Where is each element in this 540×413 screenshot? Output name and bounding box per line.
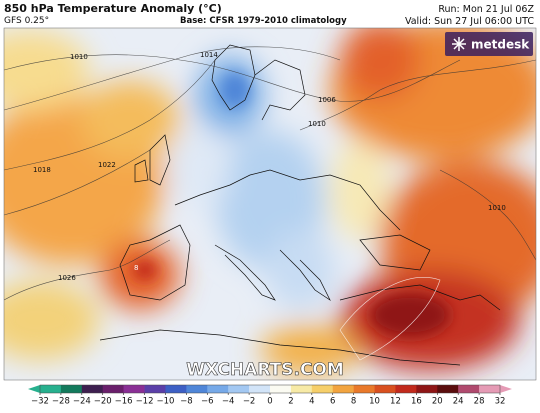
colorbar-segment <box>60 385 83 393</box>
isobars <box>4 46 536 361</box>
colorbar-tick-label: −4 <box>222 397 235 407</box>
colorbar-tick-label: −8 <box>180 397 193 407</box>
colorbar-segment <box>144 385 166 393</box>
colorbar-segment <box>207 385 229 393</box>
isobar-label: 1010 <box>308 120 326 128</box>
colorbar-tick-label: −24 <box>73 397 91 407</box>
coastlines <box>99 44 501 366</box>
isobar-label: 1014 <box>200 51 218 59</box>
colorbar-tick-label: −16 <box>115 397 133 407</box>
colorbar-segment <box>270 385 292 393</box>
run: Run: Mon 21 Jul 06Z <box>438 4 534 15</box>
colorbar-tick-label: −12 <box>136 397 154 407</box>
colorbar-segment <box>311 385 334 393</box>
colorbar-tick-label: 24 <box>453 397 464 407</box>
colorbar-tick-label: −6 <box>201 397 214 407</box>
colorbar-segment <box>249 385 271 393</box>
model: GFS 0.25° <box>4 16 50 26</box>
isobar-label: 1010 <box>70 53 88 61</box>
colorbar-segment <box>353 385 375 393</box>
isobar-label: 1006 <box>318 96 336 104</box>
colorbar-tick-label: 8 <box>351 397 356 407</box>
colorbar-tick-label: 32 <box>495 397 506 407</box>
colorbar-tick-label: −2 <box>243 397 256 407</box>
colorbar-tick-label: 12 <box>390 397 401 407</box>
colorbar-tick-label: 4 <box>309 397 314 407</box>
colorbar-tick-label: 16 <box>411 397 422 407</box>
colorbar-segment <box>186 385 208 393</box>
colorbar-segment <box>479 385 501 393</box>
colorbar-tick-label: 10 <box>369 397 380 407</box>
base: Base: CFSR 1979-2010 climatology <box>180 16 347 26</box>
colorbar-tick-label: −20 <box>94 397 112 407</box>
colorbar-tick-label: −28 <box>52 397 70 407</box>
colorbar-segment <box>228 385 250 393</box>
colorbar-segment <box>102 385 124 393</box>
colorbar-tick-label: −10 <box>156 397 174 407</box>
colorbar: −32 −28 −24 −20 −16 −12 −10 −8 −6 −4 −2 0 2 4 6 8 10 12 16… <box>28 384 512 407</box>
watermark: WXCHARTS.COM <box>186 360 344 380</box>
colorbar-segment <box>81 385 104 393</box>
title: 850 hPa Temperature Anomaly (°C) <box>4 2 222 15</box>
colorbar-segment <box>332 385 354 393</box>
colorbar-tick-label: 2 <box>288 397 293 407</box>
colorbar-tick-label: 6 <box>330 397 335 407</box>
isobar-label: 1026 <box>58 274 76 282</box>
colorbar-arrow <box>500 385 512 393</box>
colorbar-tick-label: 0 <box>267 397 272 407</box>
logo: metdesk <box>445 32 533 56</box>
isobar-label: 1010 <box>488 204 506 212</box>
anomaly-field: 1010 1014 1018 1022 1026 1006 1010 1010 … <box>4 28 536 380</box>
colorbar-segment <box>458 385 480 393</box>
colorbar-tick-label: 28 <box>474 397 485 407</box>
colorbar-arrow <box>28 385 40 393</box>
isobar-label: 1022 <box>98 161 116 169</box>
colorbar-segment <box>374 385 396 393</box>
valid: Valid: Sun 27 Jul 06:00 UTC <box>404 16 534 27</box>
colorbar-tick-label: −32 <box>31 397 49 407</box>
colorbar-segment <box>40 385 62 393</box>
logo-text: metdesk <box>471 38 530 52</box>
colorbar-segment <box>123 385 145 393</box>
colorbar-tick-label: 20 <box>432 397 443 407</box>
colorbar-segment <box>437 385 459 393</box>
isobar-label: 1018 <box>33 166 51 174</box>
isobar-label: 8 <box>134 264 138 272</box>
colorbar-segment <box>165 385 187 393</box>
colorbar-segment <box>290 385 313 393</box>
colorbar-segment <box>416 385 438 393</box>
colorbar-segment <box>395 385 417 393</box>
